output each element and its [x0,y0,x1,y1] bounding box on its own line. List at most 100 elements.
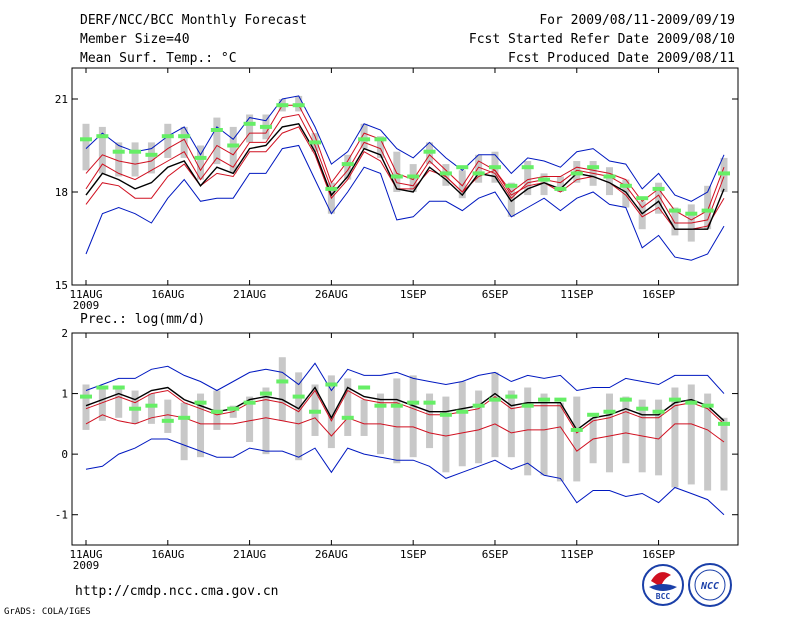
temp-x-tick-label: 11AUG [69,288,102,301]
bcc-logo-text: BCC [656,592,671,601]
prec-x-tick-label: 1SEP [400,548,427,561]
prec-member-bar [720,417,728,491]
prec-observed-marker [587,412,600,417]
prec-observed-marker [554,397,567,402]
temp-observed-marker [178,134,191,139]
temp-observed-marker [619,183,632,188]
temp-member-bar [115,142,123,177]
prec-observed-marker [521,403,534,408]
url-text[interactable]: http://cmdp.ncc.cma.gov.cn [75,584,279,599]
prec-member-bar [655,399,663,476]
temp-member-bar [229,126,237,174]
temp-member-bar [655,182,663,214]
temp-observed-marker [570,171,583,176]
temp-observed-marker [685,211,698,216]
prec-observed-marker [259,391,272,396]
prec-member-bar [327,375,335,449]
temp-observed-marker [668,208,681,213]
prec-member-bar [556,402,564,482]
prec-series-max [85,362,725,394]
prec-observed-marker [358,385,371,390]
prec-x-tick-label: 26AUG [315,548,348,561]
temp-observed-marker [112,149,125,154]
temp-observed-marker [129,149,142,154]
header-period: For 2009/08/11-2009/09/19 [539,13,735,28]
temp-observed-marker [488,165,501,170]
temp-member-bar [671,207,679,236]
prec-x-tick-label: 16AUG [151,548,184,561]
temp-observed-marker [521,165,534,170]
prec-member-bar [180,402,188,461]
header-member-size: Member Size=40 [80,32,190,47]
prec-observed-marker [685,400,698,405]
prec-observed-marker [341,415,354,420]
prec-y-tick-label: 0 [61,448,68,461]
temp-observed-marker [439,171,452,176]
prec-member-bar [246,396,254,443]
temp-observed-marker [554,186,567,191]
bcc-logo-flame [651,572,671,587]
temp-member-bar [524,161,532,196]
ncc-logo-inner-ring [694,569,726,601]
prec-x-tick-label: 21AUG [233,548,266,561]
prec-member-bar [507,390,515,458]
prec-member-bar [278,357,286,421]
prec-observed-marker [194,400,207,405]
temp-member-bar [704,185,712,230]
prec-member-bar [393,378,401,464]
prec-observed-marker [374,403,387,408]
prec-member-bar [704,393,712,491]
prec-observed-marker [96,385,109,390]
prec-observed-marker [505,394,518,399]
temp-observed-marker [80,137,92,142]
temp-observed-marker [227,143,240,148]
prec-observed-marker [227,406,240,411]
temp-observed-marker [341,162,354,167]
prec-observed-marker [701,403,714,408]
prec-series-lower [85,414,725,452]
temp-x-tick-label: 21AUG [233,288,266,301]
temp-x-tick-label: 16AUG [151,288,184,301]
prec-observed-marker [145,403,158,408]
temp-observed-marker [325,186,338,191]
prec-observed-marker [178,415,191,420]
temp-plot-frame [71,67,739,286]
header-temp-label: Mean Surf. Temp.: °C [80,51,237,66]
prec-member-bar [147,393,155,424]
prec-member-bar [524,387,532,476]
prec-observed-marker [129,406,142,411]
temp-member-bar [147,142,155,174]
temp-member-bar [393,151,401,192]
prec-member-bar [605,393,613,473]
prec-series-mean-lo [85,389,725,434]
temp-observed-marker [161,134,174,139]
header-start-date: Fcst Started Refer Date 2009/08/10 [469,32,735,47]
prec-member-bar [295,372,303,461]
temp-member-bar [197,145,205,180]
prec-x-tick-label: 11SEP [560,548,593,561]
temp-member-bar [344,154,352,180]
prec-observed-marker [390,403,403,408]
temp-plot-area [80,95,730,261]
temp-observed-marker [210,128,223,132]
prec-observed-marker [407,400,420,405]
temp-observed-marker [603,174,616,179]
temp-series-max [85,144,725,261]
prec-observed-marker [603,409,616,414]
prec-x-tick-label: 11AUG [69,548,102,561]
prec-observed-marker [325,382,338,387]
temp-y-tick-label: 15 [55,279,68,292]
temp-x-tick-label: 16SEP [642,288,675,301]
temp-x-tick-label: 1SEP [400,288,427,301]
prec-observed-marker [488,397,501,402]
prec-observed-marker [276,379,289,384]
prec-y-tick-label: 1 [61,388,68,401]
prec-observed-marker [243,400,256,405]
temp-member-bar [605,167,613,196]
prec-member-bar [589,417,597,464]
temp-member-bar [622,179,630,208]
prec-member-bar [491,372,499,458]
temp-series-min [85,95,725,202]
prec-observed-marker [80,394,92,399]
precipitation-panel: -1 0 1 2 11AUG 16AUG 21AUG 26AUG 1SEP 6SEP 11SEP 16… [55,327,739,572]
